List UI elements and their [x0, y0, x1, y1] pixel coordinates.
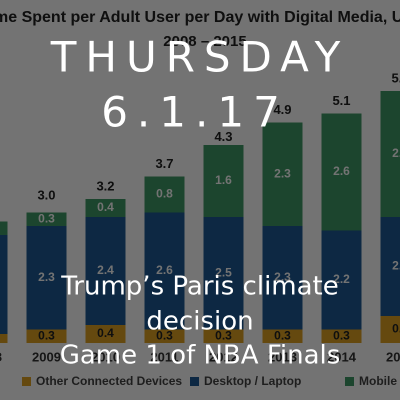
headline-line: decision: [146, 307, 253, 337]
headline-line: Trump’s Paris climate: [60, 272, 339, 302]
headline-line: Game 1 of NBA Finals: [60, 341, 341, 371]
day: THURSDAY: [50, 33, 350, 82]
date: 6.1.17: [101, 88, 289, 137]
